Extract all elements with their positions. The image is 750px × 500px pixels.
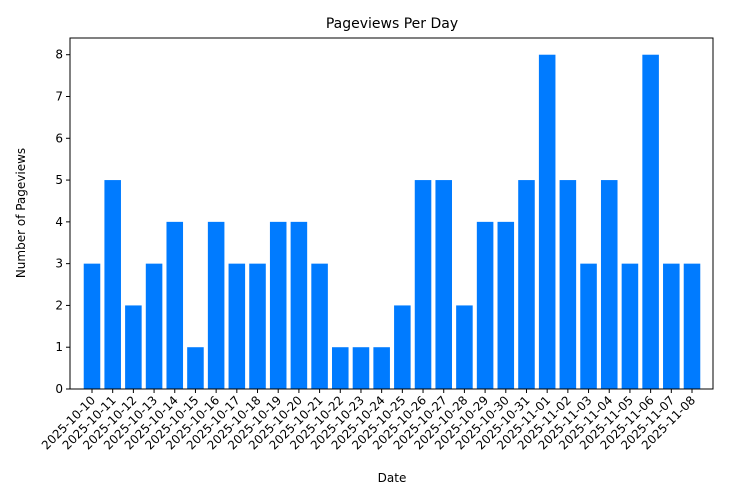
y-tick-label: 2 bbox=[55, 298, 63, 312]
y-tick-label: 4 bbox=[55, 215, 63, 229]
chart-title: Pageviews Per Day bbox=[326, 16, 458, 32]
bar bbox=[435, 180, 452, 389]
bar bbox=[559, 180, 577, 389]
bar bbox=[538, 54, 556, 389]
bar bbox=[600, 180, 618, 389]
bar bbox=[104, 180, 121, 389]
bar bbox=[642, 54, 659, 389]
bar bbox=[621, 263, 639, 389]
y-tick-label: 1 bbox=[55, 340, 63, 354]
bar bbox=[476, 221, 494, 389]
bar bbox=[207, 221, 225, 389]
bar bbox=[187, 347, 204, 389]
bar bbox=[352, 347, 370, 389]
bar bbox=[332, 347, 349, 389]
bar bbox=[311, 263, 328, 389]
y-tick-label: 8 bbox=[55, 48, 63, 62]
bar bbox=[456, 305, 473, 389]
y-tick-label: 5 bbox=[55, 173, 63, 187]
y-tick-label: 3 bbox=[55, 257, 63, 271]
bar bbox=[228, 263, 246, 389]
bar bbox=[290, 221, 308, 389]
bar bbox=[249, 263, 266, 389]
plot-frame bbox=[69, 37, 714, 390]
bar bbox=[373, 347, 390, 389]
bar bbox=[414, 180, 432, 389]
bar bbox=[145, 263, 163, 389]
y-tick-label: 6 bbox=[55, 131, 63, 145]
y-tick-label: 0 bbox=[55, 382, 63, 396]
y-tick-label: 7 bbox=[55, 90, 63, 104]
bar bbox=[580, 263, 597, 389]
bar bbox=[394, 305, 411, 389]
x-axis-label: Date bbox=[378, 471, 407, 485]
bar bbox=[269, 221, 287, 389]
bar bbox=[683, 263, 701, 389]
y-axis-label: Number of Pageviews bbox=[14, 148, 28, 278]
bar bbox=[663, 263, 680, 389]
bar bbox=[125, 305, 142, 389]
bar bbox=[497, 221, 515, 389]
bar bbox=[518, 180, 535, 389]
bar bbox=[166, 221, 184, 389]
bar bbox=[83, 263, 101, 389]
